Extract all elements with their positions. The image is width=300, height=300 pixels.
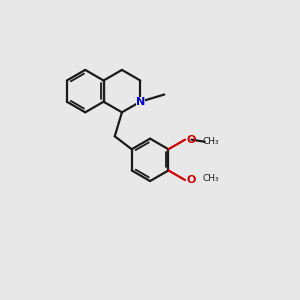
Text: O: O <box>187 135 196 145</box>
Text: CH₃: CH₃ <box>203 174 219 183</box>
Text: N: N <box>136 97 145 107</box>
Text: O: O <box>187 175 196 185</box>
Text: CH₃: CH₃ <box>203 136 219 146</box>
